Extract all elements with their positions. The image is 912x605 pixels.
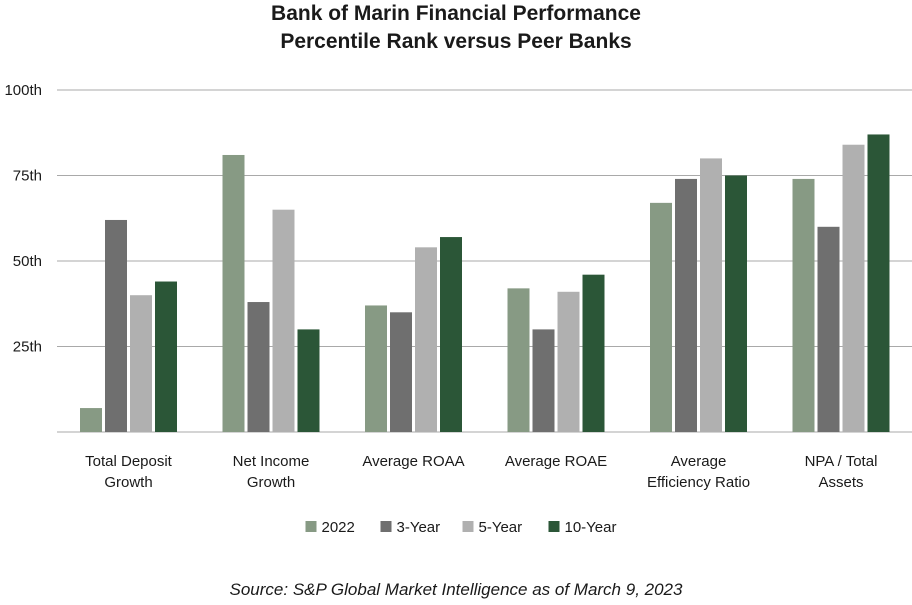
bar-10-year-5 xyxy=(725,175,747,432)
bar-3-year-3 xyxy=(390,312,412,432)
legend-item-10-year: 10-Year xyxy=(548,519,617,536)
bar-2022-1 xyxy=(80,408,102,432)
y-tick-label: 100th xyxy=(4,82,42,99)
bar-5-year-4 xyxy=(557,291,580,432)
y-tick-label: 25th xyxy=(13,339,42,356)
x-category-label: NPA / Total Assets xyxy=(805,453,878,491)
bar-10-year-6 xyxy=(867,134,890,432)
bar-3-year-6 xyxy=(817,226,840,432)
bar-10-year-1 xyxy=(155,281,177,432)
x-category-label: Average ROAA xyxy=(362,453,464,470)
bar-3-year-2 xyxy=(247,302,270,432)
x-category-label: Total Deposit Growth xyxy=(85,453,173,491)
x-category-label: Average Efficiency Ratio xyxy=(647,453,750,491)
bar-2022-6 xyxy=(792,178,815,432)
bar-10-year-4 xyxy=(582,274,605,432)
bar-3-year-1 xyxy=(105,219,127,432)
source-note: Source: S&P Global Market Intelligence a… xyxy=(229,580,683,599)
bar-5-year-5 xyxy=(700,158,722,432)
bar-5-year-1 xyxy=(130,295,152,432)
legend-label: 10-Year xyxy=(565,519,617,536)
bar-3-year-4 xyxy=(532,329,555,432)
bar-2022-4 xyxy=(507,288,530,432)
chart-subtitle: Percentile Rank versus Peer Banks xyxy=(280,30,632,53)
x-category-label: Net Income Growth xyxy=(233,453,310,491)
legend-swatch xyxy=(305,521,317,532)
bar-2022-3 xyxy=(365,305,387,432)
legend-label: 2022 xyxy=(322,519,355,536)
chart-title: Bank of Marin Financial Performance xyxy=(271,2,641,25)
x-category-label: Average ROAE xyxy=(505,453,607,470)
bar-5-year-3 xyxy=(415,247,437,432)
bar-10-year-3 xyxy=(440,237,462,432)
legend-label: 5-Year xyxy=(479,519,523,536)
legend-swatch xyxy=(380,521,392,532)
bar-2022-2 xyxy=(222,154,245,433)
y-tick-label: 50th xyxy=(13,253,42,270)
bar-10-year-2 xyxy=(297,329,320,432)
y-tick-label: 75th xyxy=(13,168,42,185)
legend-label: 3-Year xyxy=(397,519,441,536)
legend-item-3-year: 3-Year xyxy=(380,519,441,536)
bar-3-year-5 xyxy=(675,178,697,432)
legend-item-5-year: 5-Year xyxy=(462,519,523,536)
bar-2022-5 xyxy=(650,202,672,432)
bar-5-year-2 xyxy=(272,209,295,432)
bar-5-year-6 xyxy=(842,144,865,432)
legend-item-2022: 2022 xyxy=(305,519,355,536)
legend-swatch xyxy=(548,521,560,532)
bar-chart: 25th 50th 75th 100th Total Deposit Growth Net … xyxy=(4,82,912,536)
legend-swatch xyxy=(462,521,474,532)
